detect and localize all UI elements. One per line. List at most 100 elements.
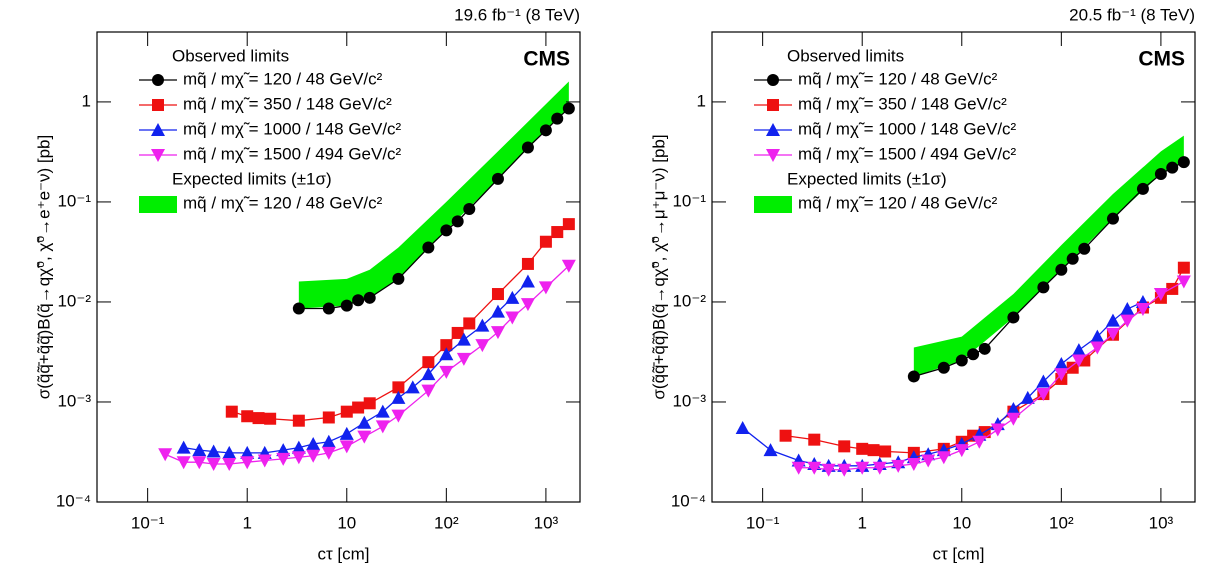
marker [521,257,534,270]
marker [1036,388,1051,402]
marker [225,405,238,418]
marker [391,409,406,423]
x-tick-label: 10² [434,513,459,532]
marker [867,444,880,457]
marker [440,224,453,237]
marker [505,290,520,304]
marker [352,294,365,307]
y-axis-label: σ(q̃q̃̄+q̃q̃̄)B(q̃→qχ̃⁰, χ̃⁰→μ⁺μ⁻ν) [pb] [649,134,668,399]
lumi-label: 20.5 fb⁻¹ (8 TeV) [1069,5,1195,24]
x-tick-label: 10² [1049,513,1074,532]
marker [1055,263,1068,276]
marker [392,381,405,394]
marker [292,414,305,427]
marker [158,448,173,462]
marker [1166,282,1179,295]
marker [807,461,822,475]
marker [1037,281,1050,294]
x-tick-label: 10³ [1149,513,1174,532]
marker [1066,361,1079,374]
legend-label: mq̃ / mχ̃ = 1500 / 494 GeV/c² [183,144,402,163]
marker [879,445,892,458]
series-line [742,301,1144,467]
marker [375,404,390,418]
marker [1120,302,1135,316]
marker [363,291,376,304]
marker [151,149,165,162]
marker [539,124,552,137]
marker [763,443,778,457]
marker [936,451,951,465]
marker [463,317,476,330]
marker [520,298,535,312]
marker [1105,327,1120,341]
marker [339,440,354,454]
marker [505,311,520,325]
marker [838,440,851,453]
marker [422,241,435,254]
marker [363,397,376,410]
marker [1020,390,1035,404]
marker [562,218,575,231]
marker [1071,354,1086,368]
marker [264,412,277,425]
marker [475,339,490,353]
marker [907,370,920,383]
y-tick-label: 10⁻⁴ [671,491,706,510]
marker [767,74,779,86]
marker [176,456,191,470]
marker [491,172,504,185]
marker [240,445,255,459]
marker [1071,343,1086,357]
lumi-label: 19.6 fb⁻¹ (8 TeV) [454,5,580,24]
y-tick-label: 10⁻³ [672,391,706,410]
marker [152,99,164,111]
x-tick-label: 10 [952,513,971,532]
legend-label: mq̃ / mχ̃ = 120 / 48 GeV/c² [798,193,998,212]
marker [1106,212,1119,225]
marker [292,302,305,315]
expected-band [298,81,569,309]
marker [490,304,505,318]
legend-label: mq̃ / mχ̃ = 350 / 148 GeV/c² [183,94,392,113]
marker [192,456,207,470]
marker [1105,313,1120,327]
marker [276,452,291,466]
marker [321,446,336,460]
marker [322,302,335,315]
marker [257,454,272,468]
marker [357,430,372,444]
marker [306,437,321,451]
marker [1066,252,1079,265]
marker [551,112,564,125]
marker [421,367,436,381]
marker [321,434,336,448]
expected-band [913,135,1184,377]
marker [1090,341,1105,355]
y-tick-label: 10⁻¹ [672,191,706,210]
marker [1007,311,1020,324]
marker [339,426,354,440]
plot-frame [711,31,1196,503]
y-tick-label: 1 [697,91,706,110]
marker [1166,161,1179,174]
plot-frame [96,31,581,503]
marker [291,451,306,465]
marker [440,339,453,352]
marker [735,420,750,434]
marker [561,259,576,273]
marker [821,463,836,477]
experiment-label: CMS [1138,48,1185,71]
marker [340,299,353,312]
marker [1177,156,1190,169]
marker [421,384,436,398]
legend-band [754,196,792,213]
marker [967,348,980,361]
marker [954,444,969,458]
marker [1176,275,1191,289]
marker [375,420,390,434]
y-tick-label: 10⁻³ [57,391,91,410]
marker [151,123,165,136]
marker [252,412,265,425]
